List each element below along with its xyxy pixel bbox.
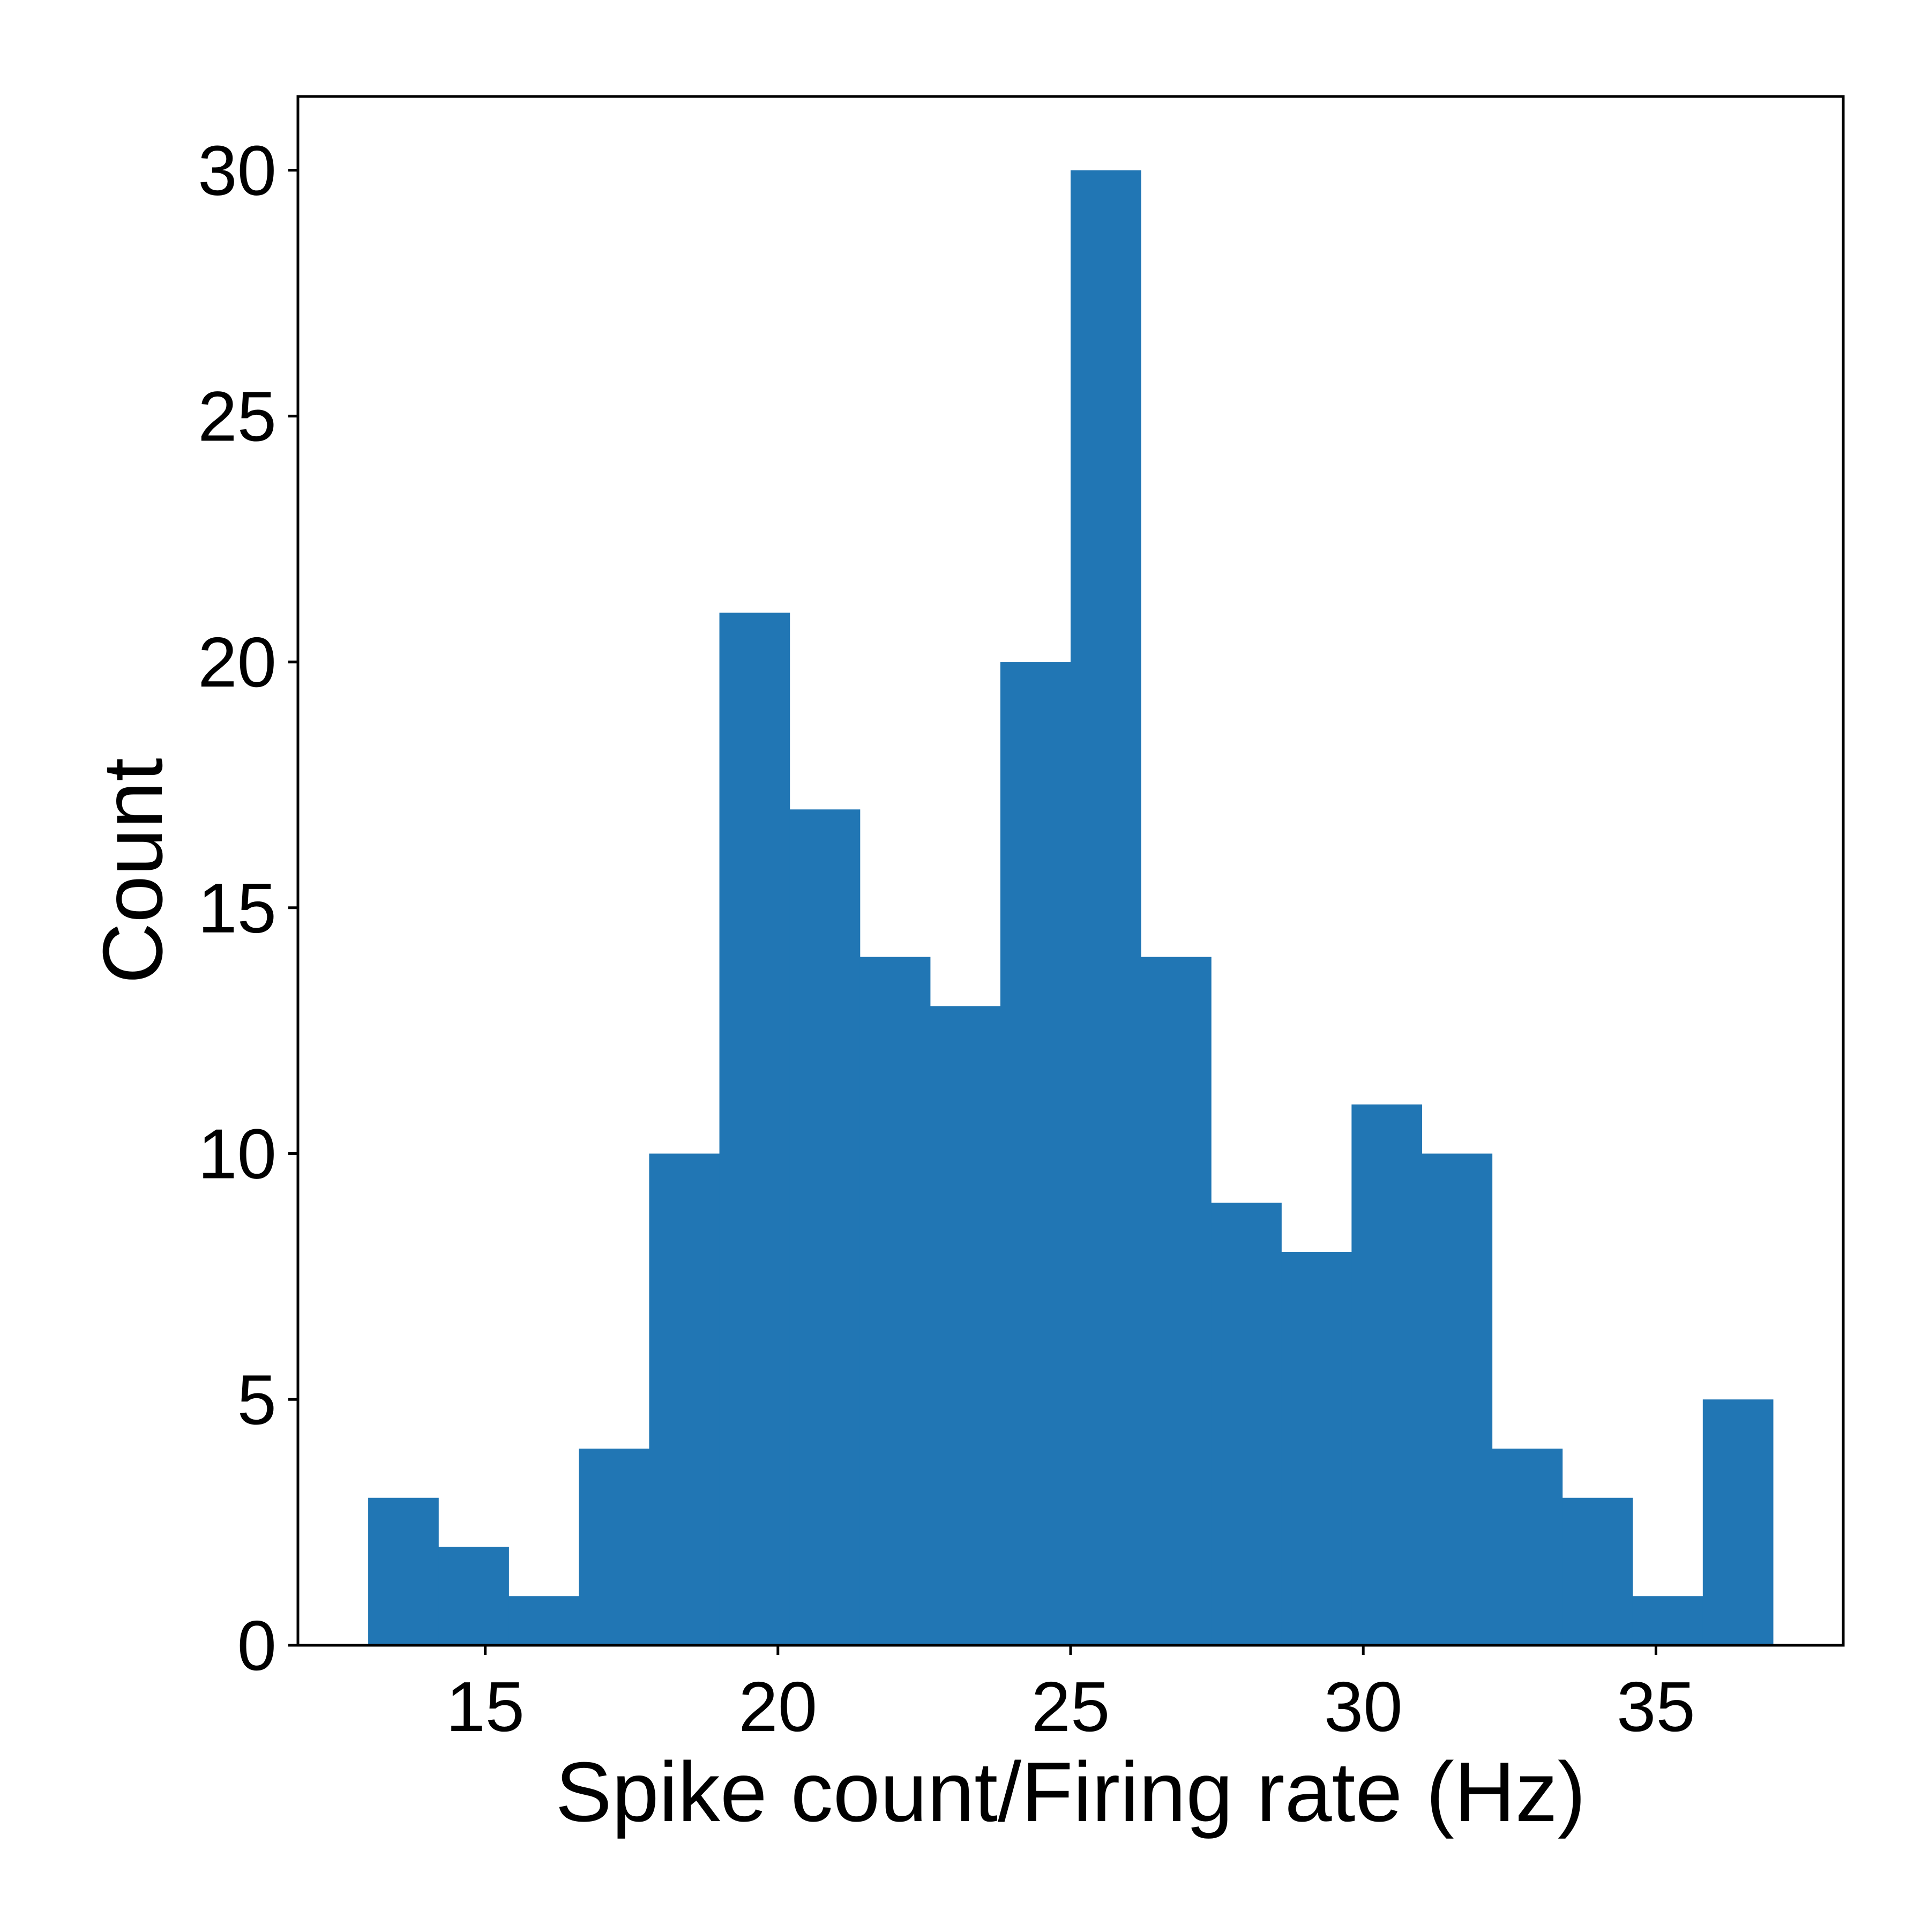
histogram-bar-16 [1492, 1449, 1563, 1645]
histogram-bar-12 [1211, 1203, 1282, 1645]
y-tick-label-4: 20 [198, 623, 276, 702]
histogram-bar-3 [579, 1449, 650, 1645]
x-axis-label: Spike count/Firing rate (Hz) [555, 1745, 1586, 1839]
plot-frame [296, 95, 1845, 1647]
histogram-bar-8 [930, 1006, 1001, 1645]
histogram-bar-6 [789, 809, 861, 1645]
histogram-bar-17 [1562, 1497, 1633, 1645]
y-tick-label-0: 0 [237, 1606, 276, 1685]
histogram-bar-11 [1141, 957, 1212, 1645]
histogram-bar-18 [1632, 1596, 1703, 1645]
histogram-bar-1 [438, 1547, 509, 1645]
histogram-bar-0 [368, 1497, 439, 1645]
histogram-bar-2 [509, 1596, 579, 1645]
histogram-bar-14 [1351, 1104, 1423, 1645]
x-tick-label-3: 30 [1324, 1667, 1403, 1746]
y-axis-label: Count [86, 758, 180, 984]
y-tick-label-6: 30 [198, 131, 276, 210]
y-tick-label-1: 5 [237, 1360, 276, 1439]
histogram-bar-7 [859, 957, 931, 1645]
x-tick-label-1: 20 [738, 1667, 817, 1746]
histogram-bar-9 [1000, 662, 1071, 1645]
ticks-layer: 15 20 25 30 35 0 5 10 15 20 25 30 [198, 131, 1695, 1746]
histogram-bar-4 [649, 1153, 720, 1645]
histogram-bar-10 [1071, 170, 1141, 1645]
bars-layer [368, 170, 1774, 1645]
y-tick-label-5: 25 [198, 377, 276, 456]
x-tick-label-0: 15 [446, 1667, 525, 1746]
histogram-bar-19 [1702, 1399, 1774, 1645]
y-tick-label-2: 10 [198, 1115, 276, 1193]
x-tick-label-4: 35 [1617, 1667, 1695, 1746]
histogram-bar-5 [719, 613, 790, 1645]
histogram-bar-13 [1281, 1252, 1352, 1645]
histogram-bar-15 [1422, 1153, 1493, 1645]
x-tick-label-2: 25 [1031, 1667, 1110, 1746]
y-tick-label-3: 15 [198, 869, 276, 948]
